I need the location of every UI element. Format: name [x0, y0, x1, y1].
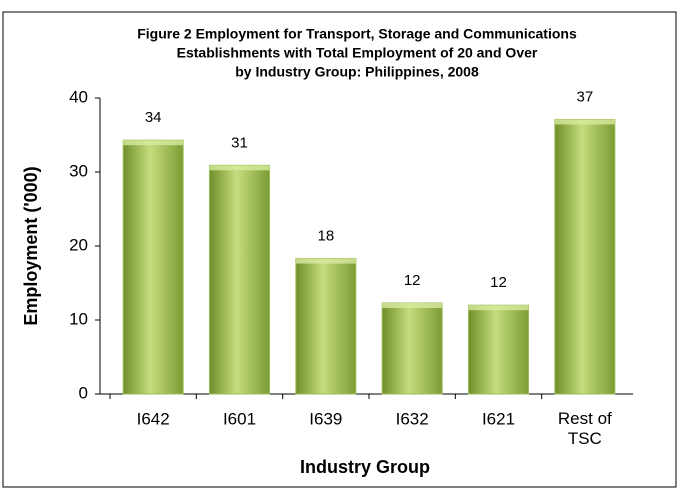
- bar: [122, 139, 184, 395]
- x-axis-label: Industry Group: [300, 457, 430, 477]
- y-tick-label: 10: [69, 309, 88, 328]
- x-tick-label: I601: [223, 409, 256, 428]
- bar: [554, 118, 616, 395]
- x-tick-label: I621: [482, 409, 515, 428]
- value-label: 31: [231, 134, 248, 151]
- y-tick-label: 20: [69, 235, 88, 254]
- y-tick-label: 30: [69, 161, 88, 180]
- x-tick-label: Rest of TSC: [558, 409, 612, 448]
- y-tick-label: 40: [69, 87, 88, 106]
- x-tick-label: I639: [309, 409, 342, 428]
- chart-title: by Industry Group: Philippines, 2008: [235, 64, 479, 80]
- value-label: 37: [576, 88, 593, 105]
- chart-title: Establishments with Total Employment of …: [177, 45, 538, 61]
- bar: [209, 164, 270, 395]
- x-tick-label: I642: [137, 409, 170, 428]
- y-tick-label: 0: [79, 383, 88, 402]
- bar-cap: [209, 165, 270, 171]
- bar: [468, 304, 529, 395]
- chart-title: Figure 2 Employment for Transport, Stora…: [137, 26, 577, 42]
- bar-cap: [295, 258, 356, 264]
- value-label: 12: [490, 274, 507, 291]
- bar-cap: [554, 119, 615, 125]
- bar: [381, 302, 443, 395]
- bar-cap: [123, 140, 184, 146]
- bar: [295, 258, 357, 395]
- y-axis-label: Employment ('000): [21, 166, 41, 325]
- value-label: 34: [145, 109, 162, 126]
- bar-cap: [382, 302, 443, 308]
- value-label: 12: [404, 272, 421, 289]
- bar-cap: [468, 305, 529, 311]
- x-tick-label: I632: [396, 409, 429, 428]
- value-label: 18: [317, 228, 334, 245]
